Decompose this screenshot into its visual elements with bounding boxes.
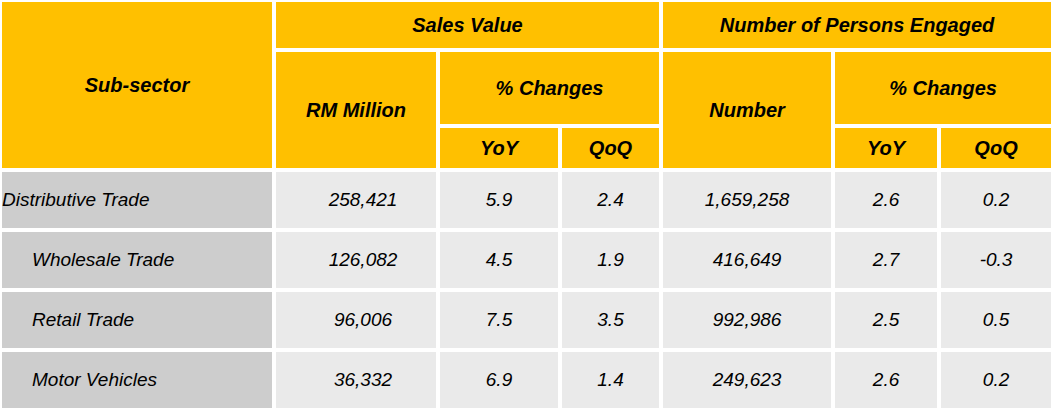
cell-sales-qoq: 1.9 [560,230,661,290]
header-persons-qoq: QoQ [939,126,1053,170]
cell-sub-sector: Motor Vehicles [0,350,274,409]
cell-sub-sector: Distributive Trade [0,170,274,230]
table-row-distributive-trade: Distributive Trade 258,421 5.9 2.4 1,659… [0,170,1053,230]
header-persons-engaged-group: Number of Persons Engaged [661,0,1053,50]
header-sales-qoq: QoQ [560,126,661,170]
cell-persons-qoq: 0.2 [939,350,1053,409]
cell-rm-million: 96,006 [274,290,438,350]
cell-rm-million: 126,082 [274,230,438,290]
header-sales-value-group: Sales Value [274,0,661,50]
cell-persons-qoq: 0.2 [939,170,1053,230]
header-sub-sector: Sub-sector [0,0,274,170]
cell-sub-sector: Wholesale Trade [0,230,274,290]
header-sales-yoy: YoY [438,126,560,170]
cell-persons-yoy: 2.5 [833,290,939,350]
cell-persons-yoy: 2.6 [833,170,939,230]
cell-sales-qoq: 1.4 [560,350,661,409]
cell-sales-yoy: 7.5 [438,290,560,350]
cell-persons-qoq: -0.3 [939,230,1053,290]
cell-persons-qoq: 0.5 [939,290,1053,350]
cell-persons-yoy: 2.7 [833,230,939,290]
cell-number: 992,986 [661,290,833,350]
cell-persons-yoy: 2.6 [833,350,939,409]
cell-sales-qoq: 2.4 [560,170,661,230]
cell-sales-yoy: 6.9 [438,350,560,409]
cell-sales-yoy: 4.5 [438,230,560,290]
cell-rm-million: 258,421 [274,170,438,230]
header-number: Number [661,50,833,170]
header-rm-million: RM Million [274,50,438,170]
header-row-groups: Sub-sector Sales Value Number of Persons… [0,0,1053,50]
header-sales-pct-changes: % Changes [438,50,661,126]
cell-sales-yoy: 5.9 [438,170,560,230]
table-row-motor-vehicles: Motor Vehicles 36,332 6.9 1.4 249,623 2.… [0,350,1053,409]
cell-sales-qoq: 3.5 [560,290,661,350]
cell-rm-million: 36,332 [274,350,438,409]
cell-number: 1,659,258 [661,170,833,230]
distributive-trade-statistics-table: Sub-sector Sales Value Number of Persons… [0,0,1053,409]
table-row-wholesale-trade: Wholesale Trade 126,082 4.5 1.9 416,649 … [0,230,1053,290]
table-row-retail-trade: Retail Trade 96,006 7.5 3.5 992,986 2.5 … [0,290,1053,350]
statistics-table-container: Sub-sector Sales Value Number of Persons… [0,0,1053,409]
cell-sub-sector: Retail Trade [0,290,274,350]
cell-number: 249,623 [661,350,833,409]
header-persons-pct-changes: % Changes [833,50,1053,126]
cell-number: 416,649 [661,230,833,290]
header-persons-yoy: YoY [833,126,939,170]
